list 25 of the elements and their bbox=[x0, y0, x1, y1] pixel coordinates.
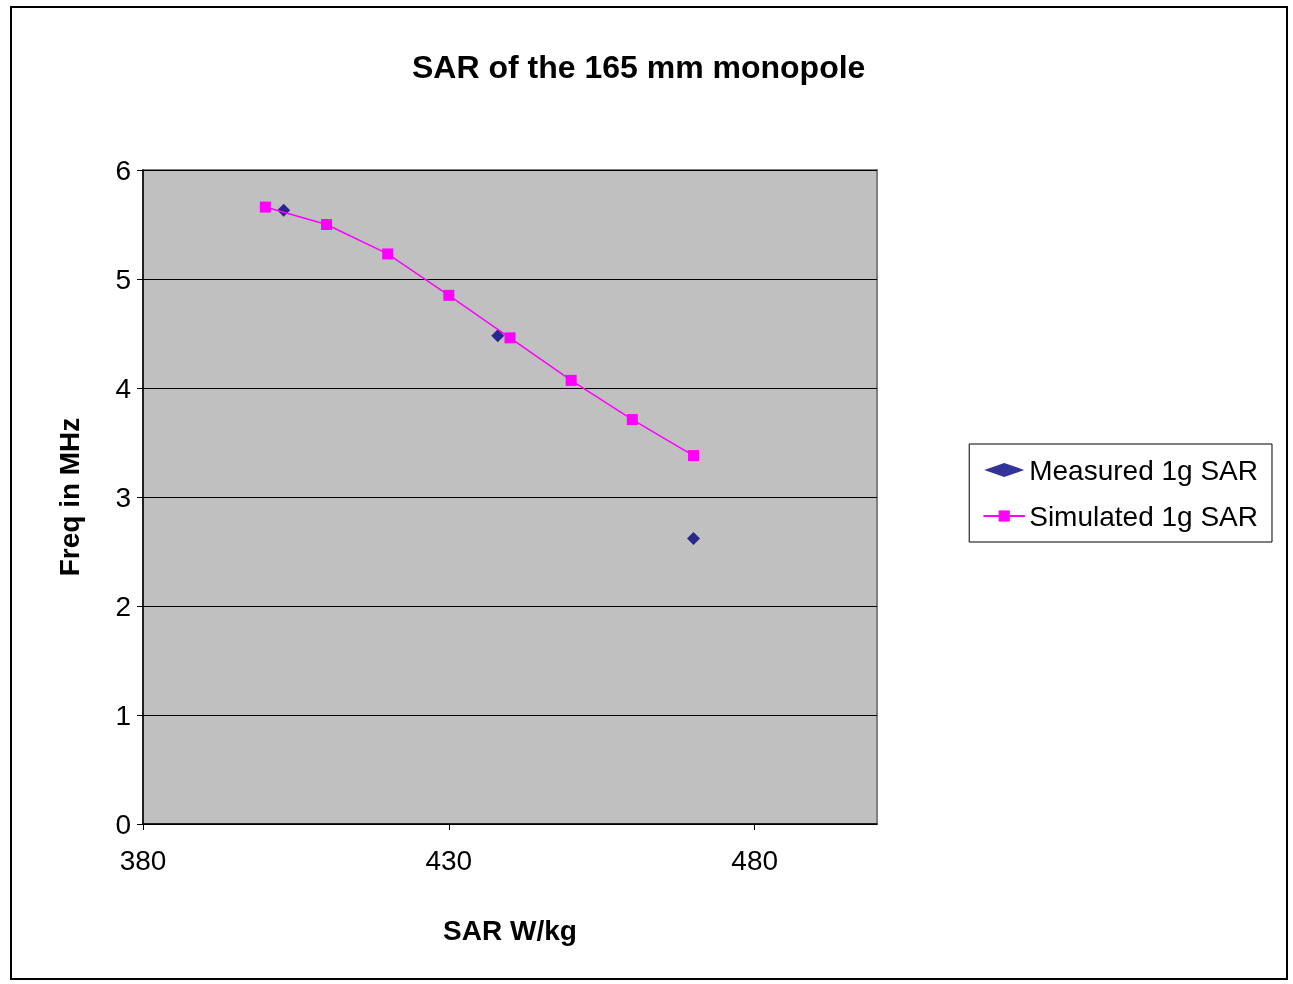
x-tick-label: 380 bbox=[119, 844, 167, 876]
point bbox=[504, 332, 516, 344]
y-axis-title: Freq in MHz bbox=[53, 417, 85, 577]
point bbox=[626, 414, 638, 426]
point bbox=[443, 289, 455, 301]
point bbox=[688, 450, 699, 462]
point bbox=[382, 248, 394, 260]
point bbox=[687, 531, 700, 545]
y-tick-label: 5 bbox=[115, 263, 131, 295]
point bbox=[321, 219, 332, 230]
legend-label: Measured 1g SAR bbox=[1029, 454, 1259, 486]
x-tick-label: 430 bbox=[425, 844, 473, 876]
legend-label: Simulated 1g SAR bbox=[1029, 500, 1259, 532]
point bbox=[259, 201, 271, 213]
x-tick-label: 480 bbox=[731, 844, 779, 876]
chart-title: SAR of the 165 mm monopole bbox=[412, 49, 866, 85]
y-tick-label: 1 bbox=[115, 699, 131, 731]
x-axis-title: SAR W/kg bbox=[443, 914, 577, 946]
y-tick-label: 4 bbox=[115, 372, 131, 404]
y-tick-label: 2 bbox=[115, 590, 131, 622]
y-tick-label: 0 bbox=[115, 808, 131, 840]
point bbox=[565, 374, 577, 386]
y-tick-label: 6 bbox=[115, 154, 131, 186]
y-tick-label: 3 bbox=[115, 481, 131, 513]
point bbox=[491, 329, 505, 343]
